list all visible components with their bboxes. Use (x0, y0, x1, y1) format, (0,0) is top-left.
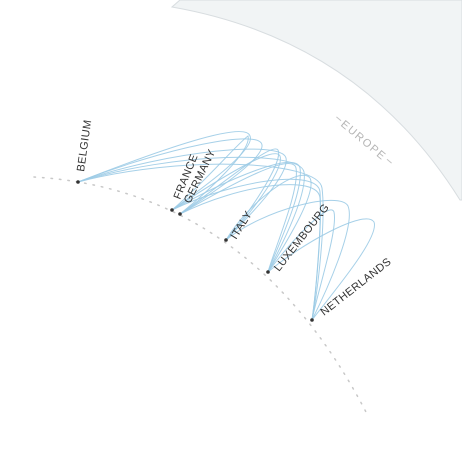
node-netherlands (310, 318, 314, 322)
region-tick-right (386, 158, 392, 164)
arc-belgium-france (77, 131, 251, 211)
node-luxembourg (266, 270, 270, 274)
arc-germany-luxembourg (179, 163, 297, 273)
arc-belgium-italy (77, 148, 287, 241)
arc-france-luxembourg (171, 161, 301, 273)
node-germany (178, 212, 182, 216)
node-belgium (76, 180, 80, 184)
arc-france-germany (171, 135, 249, 215)
arc-belgium-netherlands (77, 163, 324, 321)
region-tick-left (336, 116, 342, 122)
arc-france-italy (171, 153, 281, 241)
region-band (170, 0, 462, 201)
node-italy (224, 238, 228, 242)
node-group (76, 180, 314, 322)
orbit-path (33, 176, 367, 413)
country-label-belgium: BELGIUM (75, 119, 94, 172)
arc-italy-netherlands (225, 199, 350, 321)
arc-belgium-germany (77, 138, 263, 215)
region-label-group: EUROPE (336, 116, 392, 164)
arc-luxembourg-netherlands-b (267, 209, 336, 321)
arc-group (77, 131, 375, 321)
node-france (170, 208, 174, 212)
country-label-netherlands: NETHERLANDS (318, 256, 393, 319)
country-label-italy: ITALY (228, 209, 255, 242)
arc-luxembourg-netherlands (267, 218, 375, 321)
region-label: EUROPE (338, 118, 388, 163)
arc-germany-netherlands (179, 184, 321, 321)
arc-italy-luxembourg (225, 174, 312, 273)
